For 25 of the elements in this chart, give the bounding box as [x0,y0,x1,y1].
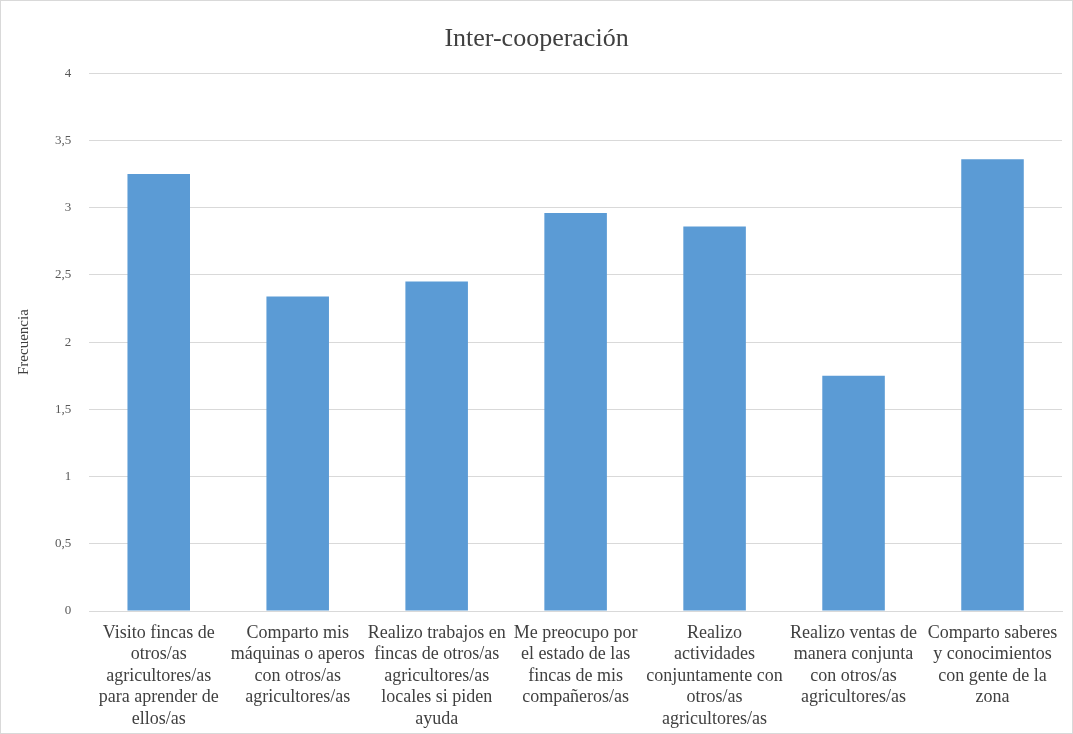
y-tick-label: 2,5 [55,266,72,282]
y-tick-label: 0,5 [55,535,72,551]
bar [683,226,746,611]
y-tick-label: 0 [64,602,72,618]
x-tick-label: Comparto saberes y conocimientos con gente de la zona [927,621,1058,707]
y-axis-title: Frecuencia [14,308,31,375]
y-tick-label: 1,5 [55,400,72,416]
x-tick-label: Realizo actividades conjuntamente con otros/as agricultores/as [646,621,783,728]
bar [405,281,468,611]
bar [266,296,329,611]
x-tick-label: Realizo trabajos en fincas de otros/as agricultores/as locales si piden ayuda [367,621,506,728]
bar [961,159,1024,611]
y-tick-label: 4 [64,64,72,80]
bar [822,375,885,611]
x-tick-label: Comparto mis máquinas o aperos con otros/as agricultores/as [230,621,365,707]
chart-title: Inter-cooperación [444,23,629,53]
x-tick-label: Realizo ventas de manera conjunta con otros/as agricultores/as [790,621,918,707]
x-tick-label: Visito fincas de otros/as agricultores/as para aprender de ellos/as [98,621,219,728]
y-tick-label: 2 [64,333,72,349]
bar [544,213,607,611]
y-tick-label: 3 [64,199,72,215]
bar [127,174,190,611]
x-tick-label: Me preocupo por el estado de las fincas de mis compañeros/as [513,621,638,707]
y-tick-label: 1 [64,467,72,483]
y-tick-label: 3,5 [55,131,72,147]
